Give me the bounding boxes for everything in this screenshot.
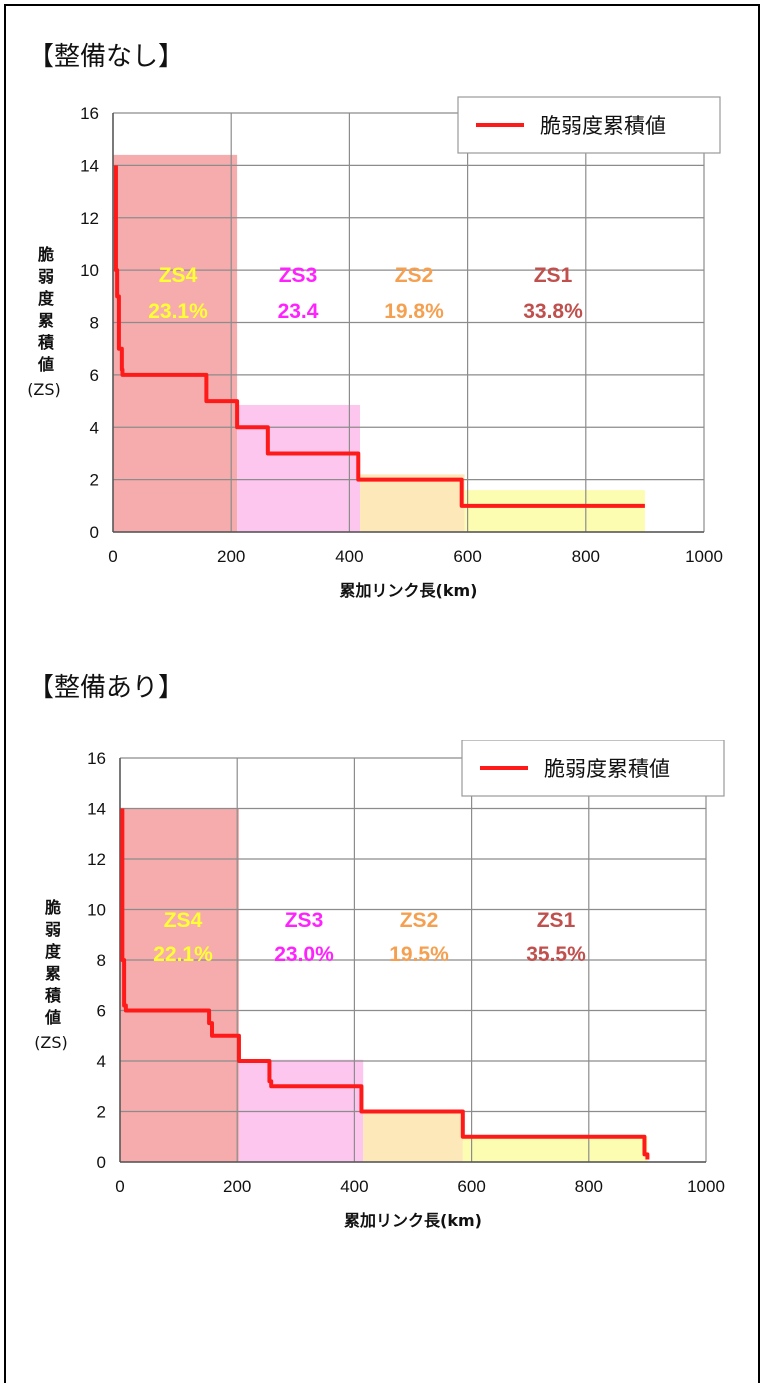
legend-label: 脆弱度累積値 <box>540 114 666 138</box>
zone-area-zs3 <box>237 404 361 532</box>
legend: 脆弱度累積値 <box>457 96 721 154</box>
x-axis-title: 累加リンク長(km) <box>340 581 478 600</box>
y-tick-label: 14 <box>87 800 106 819</box>
y-tick-label: 6 <box>90 366 99 385</box>
zone-percent-label: 33.8% <box>523 300 583 323</box>
y-tick-label: 16 <box>87 749 106 768</box>
x-tick-label: 400 <box>340 1177 368 1196</box>
y-tick-label: 8 <box>90 314 99 333</box>
x-tick-label: 800 <box>572 547 600 566</box>
y-tick-label: 4 <box>90 418 99 437</box>
chart-before: 0 200 400 600 800 1000 0 2 4 6 8 10 12 14 16 ZS4 23.1% ZS… <box>27 96 723 600</box>
zone-name-label: ZS4 <box>159 264 198 287</box>
y-tick-label: 4 <box>97 1052 106 1071</box>
zone-name-label: ZS4 <box>164 909 203 932</box>
zone-area-zs2 <box>363 1112 463 1162</box>
x-tick-label: 600 <box>457 1177 485 1196</box>
y-tick-label: 6 <box>97 1002 106 1021</box>
x-tick-label: 1000 <box>685 547 723 566</box>
zone-name-label: ZS3 <box>285 909 324 932</box>
section-title-before: 【整備なし】 <box>28 42 185 72</box>
x-tick-label: 0 <box>108 547 117 566</box>
y-tick-label: 10 <box>87 901 106 920</box>
x-tick-label: 200 <box>217 547 245 566</box>
x-tick-label: 800 <box>575 1177 603 1196</box>
y-axis-title: 脆弱度累積値(ZS) <box>27 245 61 399</box>
legend-label: 脆弱度累積値 <box>544 757 670 781</box>
x-tick-label: 1000 <box>687 1177 725 1196</box>
zone-area-zs1 <box>462 1136 648 1162</box>
y-tick-label: 2 <box>97 1103 106 1122</box>
zone-area-zs4 <box>120 808 239 1162</box>
zone-area-zs3 <box>238 1059 364 1162</box>
zone-area-zs1 <box>464 490 645 532</box>
y-tick-label: 0 <box>97 1153 106 1172</box>
zone-name-label: ZS1 <box>537 909 576 932</box>
section-title-after: 【整備あり】 <box>28 673 185 703</box>
y-tick-label: 2 <box>90 471 99 490</box>
zone-percent-label: 23.4 <box>278 300 319 323</box>
zone-name-label: ZS2 <box>400 909 439 932</box>
zone-percent-label: 22.1% <box>153 943 213 966</box>
zone-percent-label: 19.5% <box>389 943 449 966</box>
y-tick-label: 12 <box>87 850 106 869</box>
zone-name-label: ZS1 <box>534 264 573 287</box>
y-tick-label: 14 <box>80 156 99 175</box>
x-tick-label: 0 <box>115 1177 124 1196</box>
zone-area-zs4 <box>113 154 238 532</box>
series-line <box>113 165 645 508</box>
x-tick-label: 200 <box>223 1177 251 1196</box>
y-axis-title: 脆弱度累積値(ZS) <box>34 898 68 1052</box>
zone-name-label: ZS2 <box>395 264 434 287</box>
series-line <box>120 808 650 1160</box>
y-tick-label: 12 <box>80 209 99 228</box>
zone-percent-label: 23.1% <box>148 300 208 323</box>
zone-area-zs2 <box>360 474 465 532</box>
zone-percent-label: 19.8% <box>384 300 444 323</box>
zone-name-label: ZS3 <box>279 264 318 287</box>
legend: 脆弱度累積値 <box>461 740 725 797</box>
y-tick-label: 10 <box>80 261 99 280</box>
page-frame <box>4 4 760 1383</box>
y-tick-label: 16 <box>80 104 99 123</box>
y-tick-label: 8 <box>97 951 106 970</box>
x-tick-label: 400 <box>335 547 363 566</box>
chart-after: 0 200 400 600 800 1000 0 2 4 6 8 10 12 14 16 ZS4 22.1% ZS… <box>34 740 725 1230</box>
x-tick-label: 600 <box>453 547 481 566</box>
y-tick-label: 0 <box>90 523 99 542</box>
x-axis-title: 累加リンク長(km) <box>344 1211 482 1230</box>
zone-percent-label: 35.5% <box>526 943 586 966</box>
zone-percent-label: 23.0% <box>274 943 334 966</box>
